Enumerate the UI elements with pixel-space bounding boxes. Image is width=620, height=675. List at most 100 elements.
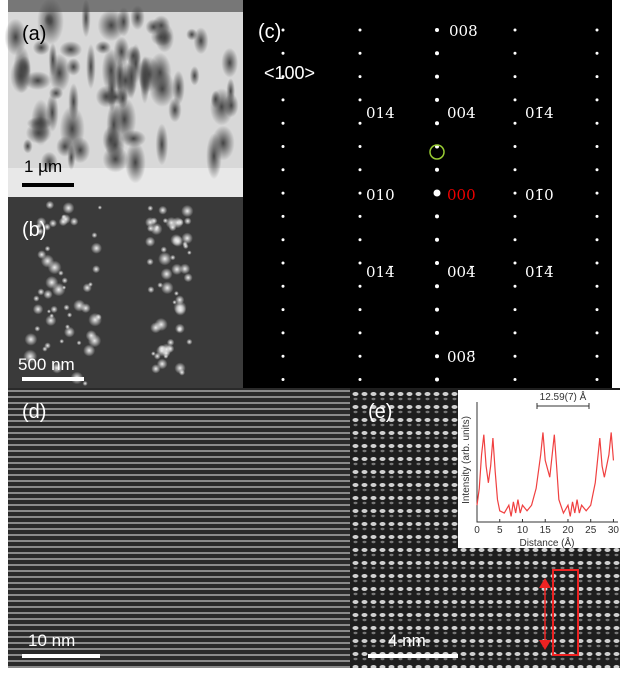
grain [176,218,184,226]
grain [34,325,41,332]
spot [513,214,517,218]
spot [358,28,362,32]
spot [435,214,439,219]
grain [181,204,194,218]
spot [595,331,599,335]
spot [435,51,439,56]
grain [35,223,42,230]
grain [45,200,55,210]
scale-label: 500 nm [18,355,75,374]
grain [40,151,58,173]
spot [513,238,517,242]
spot [513,98,517,102]
x-tick-label: 30 [608,525,620,536]
spot [595,308,599,312]
scale-bar [22,654,100,658]
grain [88,312,102,327]
spot [281,308,285,312]
grain [183,217,192,225]
grain [181,232,193,245]
grain [155,123,169,166]
spot [435,121,439,126]
spot [435,97,439,102]
spot [595,98,599,102]
grain [95,40,112,55]
grain [90,242,103,254]
grain [68,83,79,121]
spot [281,98,285,102]
scale-bar [368,654,458,658]
spot-label: 008 [449,22,478,40]
grain [48,42,58,77]
spot [358,354,362,358]
spot [281,214,285,218]
spot-label: 010 [366,186,395,204]
spot-label: 000 [447,186,476,204]
spot [435,167,439,172]
spot [595,191,599,195]
spot [595,121,599,125]
grain [206,133,222,180]
spot [435,74,439,79]
scale-label: 1 µm [24,157,62,176]
spot [358,214,362,218]
grain [62,202,75,214]
grain [85,330,97,342]
x-tick-label: 20 [562,525,574,536]
spot [513,51,517,55]
spot [595,214,599,218]
x-tick-label: 0 [474,525,480,536]
grain [45,314,57,327]
grain [174,304,187,316]
spot [281,191,285,195]
grain [46,309,51,314]
panel-label: (e) [368,401,392,423]
annotation: 12.59(7) Å [540,390,587,403]
spot [281,284,285,288]
grain [59,338,65,344]
spot [513,354,517,358]
panel-label: (b) [22,219,46,241]
grain [61,277,68,284]
grain [70,137,91,164]
diffraction-spots [281,28,599,382]
grain [73,299,86,312]
spot [433,189,441,197]
grain [48,219,58,228]
grain [158,252,172,266]
spot [281,238,285,242]
spot [358,284,362,288]
grain [145,236,156,247]
grain [193,27,209,55]
grain [170,233,183,246]
grain [59,41,83,58]
grain [112,96,137,142]
grain [82,380,88,387]
grain [97,9,125,42]
spot [595,145,599,148]
grain [183,273,193,283]
grain [102,145,129,173]
grain [101,89,128,105]
grain [153,352,161,360]
spot [358,98,362,102]
spot [513,168,517,172]
grain [32,39,50,56]
spot [513,378,517,381]
spot-label: 01̄0 [525,186,554,204]
grain [154,317,168,332]
panel-label: (d) [22,401,46,423]
spot [513,75,517,79]
grain [146,258,154,266]
spot [281,354,285,358]
spot [513,191,517,195]
spot [281,145,285,148]
grain [147,205,154,212]
inset-chart: 12.59(7) Å Distance (Å) Intensity (arb. … [461,390,619,549]
spot [358,261,362,265]
spot [281,261,285,265]
x-axis-label: Distance (Å) [519,536,574,549]
grain-texture [4,0,239,184]
grain [139,56,150,104]
grain [160,246,167,253]
